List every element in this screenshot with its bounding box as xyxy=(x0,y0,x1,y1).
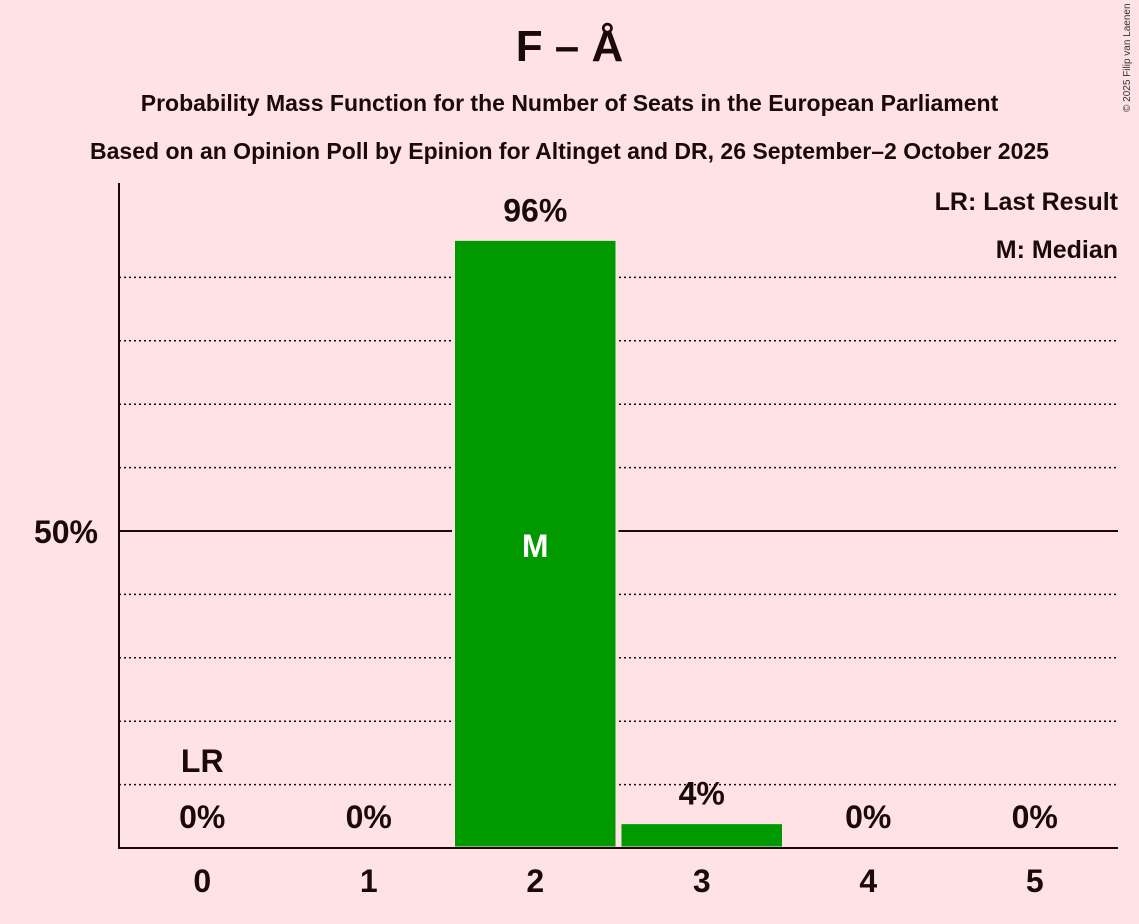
chart-title: F – Å xyxy=(515,22,624,71)
legend-entry: LR: Last Result xyxy=(935,188,1119,216)
data-label: 96% xyxy=(503,192,567,228)
x-tick-label: 1 xyxy=(360,863,378,899)
legend-entry: M: Median xyxy=(996,236,1118,264)
median-marker: M xyxy=(522,528,549,564)
data-label: 0% xyxy=(1012,799,1058,835)
data-label: 4% xyxy=(679,776,725,812)
data-label: 0% xyxy=(845,799,891,835)
data-label: 0% xyxy=(179,799,225,835)
bar xyxy=(452,237,619,850)
y-tick-label: 50% xyxy=(34,514,98,550)
chart-subtitle-source: Based on an Opinion Poll by Epinion for … xyxy=(90,138,1049,164)
x-tick-label: 2 xyxy=(526,863,544,899)
x-tick-label: 5 xyxy=(1026,863,1044,899)
data-label: 0% xyxy=(346,799,392,835)
bar xyxy=(618,821,785,850)
chart-subtitle: Probability Mass Function for the Number… xyxy=(140,90,999,116)
x-tick-label: 4 xyxy=(859,863,877,899)
x-tick-label: 0 xyxy=(193,863,211,899)
x-tick-label: 3 xyxy=(693,863,711,899)
last-result-marker: LR xyxy=(181,743,224,779)
